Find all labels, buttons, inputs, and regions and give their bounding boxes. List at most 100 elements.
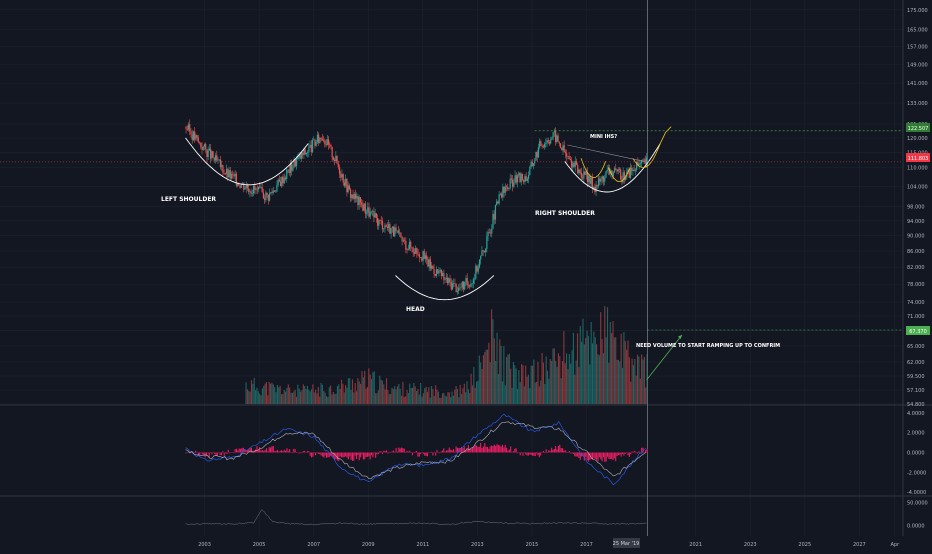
candle-body: [550, 139, 552, 144]
volume-bar: [537, 361, 539, 404]
macd-histogram-bar: [624, 452, 626, 454]
macd-histogram-bar: [426, 452, 429, 457]
candle-body: [617, 169, 619, 172]
volume-bar: [428, 386, 430, 404]
candle-body: [466, 278, 468, 285]
macd-histogram-bar: [240, 448, 242, 453]
candle-body: [219, 159, 222, 167]
candle-body: [551, 137, 553, 140]
macd-histogram-bar: [521, 452, 523, 454]
candle-body: [338, 167, 341, 174]
macd-histogram-bar: [608, 452, 610, 459]
candle-body: [526, 178, 528, 181]
volume-bar: [298, 388, 300, 404]
macd-histogram-bar: [294, 449, 296, 453]
candle-body: [309, 144, 311, 148]
volume-bar: [381, 380, 384, 404]
macd-histogram-bar: [586, 452, 588, 461]
candle-body: [293, 159, 295, 168]
macd-histogram-bar: [238, 448, 240, 453]
volume-bar: [289, 387, 291, 404]
candle-body: [477, 267, 479, 272]
macd-histogram-bar: [465, 450, 467, 453]
macd-layer: [185, 413, 648, 486]
candle-body: [589, 175, 591, 184]
volume-arrow-line: [646, 334, 683, 381]
volume-bar: [426, 391, 429, 404]
candle-body: [402, 240, 404, 242]
macd-histogram-bar: [355, 452, 358, 459]
volume-bar: [594, 337, 596, 404]
volume-bar: [409, 383, 411, 404]
volume-bar: [253, 377, 255, 404]
volume-bar: [568, 354, 570, 404]
volume-bar: [485, 349, 487, 404]
macd-histogram-bar: [601, 452, 603, 462]
candle-body: [278, 179, 280, 182]
candle-body: [521, 174, 524, 180]
level-badge-text: 122.507: [908, 126, 929, 132]
volume-bar: [597, 354, 599, 404]
macd-histogram-bar: [220, 452, 223, 456]
macd-histogram-bar: [185, 452, 187, 454]
candle-body: [503, 186, 505, 193]
volume-bar: [639, 378, 641, 404]
candle-body: [186, 128, 188, 130]
macd-histogram-bar: [208, 452, 210, 458]
volume-bar: [484, 352, 486, 404]
macd-histogram-bar: [256, 446, 258, 453]
candle-body: [455, 283, 457, 293]
volume-bar: [582, 318, 584, 404]
candle-body: [460, 287, 462, 288]
candle-body: [206, 149, 208, 157]
macd-histogram-bar: [219, 452, 221, 455]
candle-body: [451, 283, 454, 290]
macd-histogram-bar: [323, 452, 325, 458]
macd-histogram-bar: [339, 452, 341, 457]
candle-body: [505, 186, 508, 188]
price-axis-tick-11: 98.000: [907, 205, 925, 211]
volume-bar: [510, 368, 512, 404]
macd-histogram-bar: [478, 446, 480, 453]
volume-bar: [634, 359, 636, 404]
macd-histogram-bar: [379, 451, 381, 453]
volume-bar: [486, 349, 489, 404]
candle-body: [345, 178, 347, 186]
macd-histogram-bar: [197, 452, 199, 457]
volume-bar: [462, 388, 464, 404]
volume-bar: [433, 396, 435, 404]
macd-histogram-bar: [381, 452, 384, 455]
candle-body: [528, 174, 530, 179]
macd-histogram-bar: [563, 450, 565, 453]
candle-body: [386, 226, 389, 229]
macd-histogram-bar: [336, 452, 338, 461]
volume-bar: [317, 386, 319, 404]
macd-histogram-bar: [529, 452, 531, 455]
macd-histogram-bar: [216, 452, 218, 456]
macd-histogram-bar: [631, 451, 633, 453]
candle-body: [411, 247, 413, 249]
macd-histogram-bar: [237, 450, 239, 453]
volume-bar: [626, 349, 628, 404]
candle-body: [572, 163, 574, 168]
volume-bar: [368, 368, 370, 404]
macd-histogram-bar: [597, 452, 599, 462]
macd-histogram-bar: [470, 448, 472, 453]
volume-bar: [420, 383, 422, 404]
annotation-volume-note: NEED VOLUME TO START RAMPING UP TO CONFR…: [636, 343, 780, 349]
candle-body: [426, 255, 428, 260]
volume-bar: [278, 387, 280, 404]
candle-body: [599, 178, 601, 182]
macd-histogram-bar: [263, 450, 265, 453]
macd-histogram-bar: [469, 448, 471, 453]
candle-body: [352, 194, 354, 199]
volume-bar: [353, 392, 355, 404]
macd-histogram-bar: [632, 451, 635, 453]
volume-bar: [491, 309, 493, 404]
volume-bar: [414, 386, 416, 404]
volume-bar: [508, 353, 510, 404]
candle-body: [335, 156, 337, 162]
macd-histogram-bar: [429, 452, 431, 453]
